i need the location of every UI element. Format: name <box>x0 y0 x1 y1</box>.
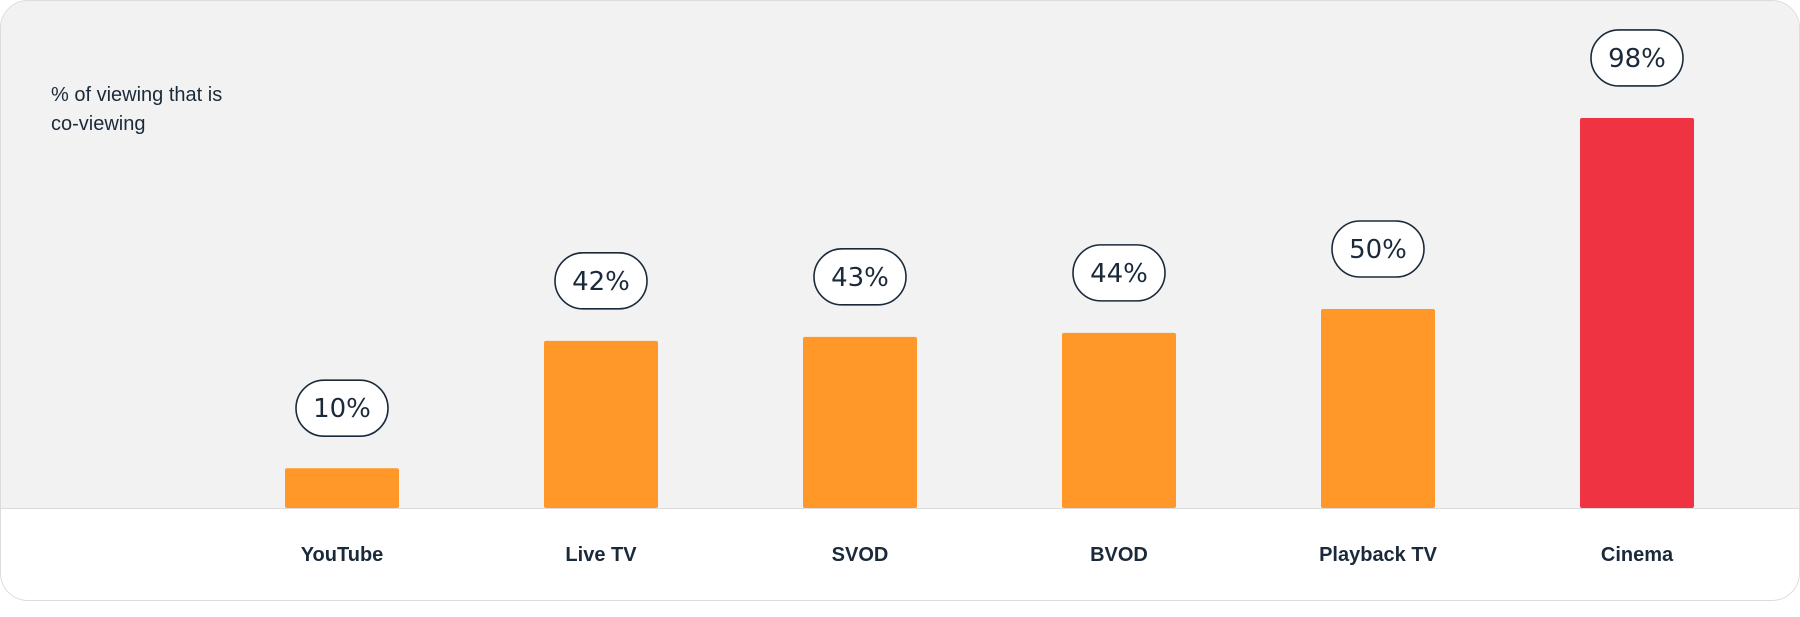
data-label-cinema: 98% <box>1590 29 1684 87</box>
data-label-bubble <box>813 248 907 306</box>
data-label-youtube: 10% <box>295 379 389 438</box>
category-label-live-tv: Live TV <box>565 544 637 566</box>
bar-cinema <box>1580 117 1694 509</box>
data-label-playback-tv: 50% <box>1331 220 1425 278</box>
bar-svod <box>803 336 917 508</box>
bar-youtube <box>285 468 399 508</box>
data-label-bubble <box>295 379 389 438</box>
category-label-svod: SVOD <box>832 544 889 566</box>
data-label-text: 44% <box>1090 259 1148 289</box>
data-label-bvod: 44% <box>1072 244 1166 302</box>
bar-playback-tv <box>1321 309 1435 508</box>
bar-live-tv <box>544 340 658 508</box>
bar-chart: 10% YouTube 42% Live TV 43% SVOD 44% BVOD 50% Pla… <box>285 29 1694 566</box>
data-label-svod: 43% <box>813 248 907 306</box>
data-label-text: 50% <box>1349 235 1407 265</box>
data-label-live-tv: 42% <box>554 252 648 310</box>
bar-bvod <box>1062 332 1176 508</box>
data-label-text: 42% <box>572 267 630 297</box>
data-label-bubble <box>554 252 648 310</box>
category-label-cinema: Cinema <box>1601 544 1674 566</box>
data-label-text: 10% <box>313 394 371 424</box>
category-label-playback-tv: Playback TV <box>1319 544 1438 566</box>
data-label-bubble <box>1590 29 1684 87</box>
data-label-bubble <box>1072 244 1166 302</box>
chart-title: % of viewing that is co-viewing <box>51 84 223 135</box>
data-label-text: 43% <box>831 263 889 293</box>
data-label-bubble <box>1331 220 1425 278</box>
chart-card: % of viewing that is co-viewing 10% YouTu… <box>0 0 1800 601</box>
category-label-bvod: BVOD <box>1090 544 1148 566</box>
category-label-youtube: YouTube <box>301 544 384 566</box>
data-label-text: 98% <box>1608 44 1666 74</box>
